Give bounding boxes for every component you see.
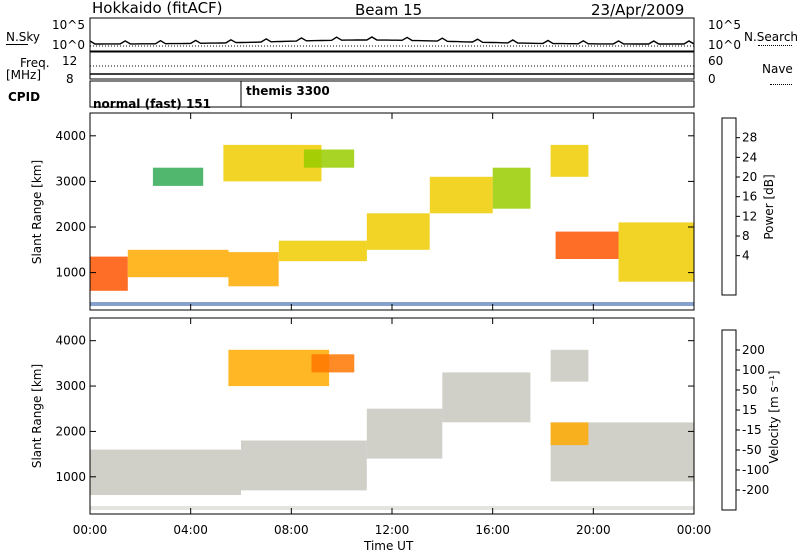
xtick-label: 12:00 <box>375 523 410 537</box>
nsky-trace <box>89 36 695 45</box>
nave-tick-top: 60 <box>708 54 724 68</box>
velocity-echo-band-9 <box>550 349 589 382</box>
velocity-colorbar-tick-label: 15 <box>742 403 757 417</box>
power-colorbar-tick-label: 20 <box>742 170 757 184</box>
power-colorbar-tick-label: 4 <box>742 249 750 263</box>
power-echo-band-6 <box>429 176 493 214</box>
nave-legend-line <box>770 84 792 85</box>
velocity-colorbar-frame <box>721 329 737 511</box>
velocity-ylabel: Slant Range [km] <box>30 363 44 469</box>
power-echo-band-12 <box>550 144 589 177</box>
xtick-label: 08:00 <box>274 523 309 537</box>
velocity-colorbar-tick-label: -50 <box>742 443 762 457</box>
power-echo-band-11 <box>303 149 355 168</box>
power-echo-band-13 <box>152 167 204 186</box>
power-colorbar-tick-label: 16 <box>742 190 757 204</box>
velocity-echo-band-6 <box>550 422 589 446</box>
velocity-ytick-label: 3000 <box>55 379 86 393</box>
velocity-echo-band-2 <box>241 440 367 491</box>
freq-unit: [MHz] <box>6 68 42 82</box>
velocity-ytick-label: 1000 <box>55 470 86 484</box>
power-echo-band-8 <box>555 231 619 259</box>
power-colorbar-tick-label: 12 <box>742 209 757 223</box>
power-colorbar-tick-label: 8 <box>742 229 750 243</box>
nsearch-tick-bottom: 10^0 <box>708 38 741 52</box>
power-colorbar-tick-label: 24 <box>742 150 757 164</box>
beam-title: Beam 15 <box>355 1 423 19</box>
nsearch-tick-top: 10^5 <box>708 18 741 32</box>
power-echo-band-3 <box>228 252 279 287</box>
velocity-colorbar-tick-label: 100 <box>742 363 765 377</box>
power-ytick-label: 4000 <box>55 129 86 143</box>
freq-tick-top: 12 <box>62 54 78 68</box>
nsearch-legend-line <box>758 45 792 46</box>
xtick-label: 16:00 <box>475 523 510 537</box>
nave-label: Nave <box>762 62 793 76</box>
nave-tick-bottom: 0 <box>708 72 716 86</box>
velocity-echo-band-8 <box>311 354 355 373</box>
nsky-tick-bottom: 10^0 <box>52 38 85 52</box>
freq-label: Freq. <box>20 56 50 70</box>
cpid-label: CPID <box>8 90 41 104</box>
velocity-colorbar-tick-label: -100 <box>742 463 769 477</box>
velocity-echo-band-4 <box>442 372 531 423</box>
power-ytick-label: 2000 <box>55 220 86 234</box>
velocity-colorbar-tick-label: -15 <box>742 423 762 437</box>
nsky-tick-top: 10^5 <box>52 18 85 32</box>
power-echo-band-4 <box>278 240 367 262</box>
velocity-colorbar-tick-label: -200 <box>742 483 769 497</box>
power-echo-band-1 <box>90 256 128 291</box>
nsearch-label: N.Search <box>744 30 799 44</box>
power-colorbar-tick-label: 28 <box>742 131 757 145</box>
power-echo-band-5 <box>366 213 430 250</box>
power-echo-band-7 <box>492 167 531 209</box>
velocity-colorbar-tick-label: 200 <box>742 343 765 357</box>
xtick-label: 00:00 <box>73 523 108 537</box>
power-ytick-label: 1000 <box>55 266 86 280</box>
nsky-legend-line <box>6 44 28 45</box>
power-ylabel: Slant Range [km] <box>30 159 44 265</box>
velocity-echo-band-3 <box>366 408 443 459</box>
xtick-label: 04:00 <box>173 523 208 537</box>
summary-box-3 <box>89 80 695 108</box>
power-echo-band-2 <box>127 249 229 278</box>
xaxis-title: Time UT <box>364 539 414 553</box>
nsky-label: N.Sky <box>6 30 41 44</box>
power-colorbar-label: Power [dB] <box>762 174 776 240</box>
freq-tick-bottom: 8 <box>66 72 74 86</box>
power-ytick-label: 3000 <box>55 174 86 188</box>
velocity-ytick-label: 4000 <box>55 334 86 348</box>
cpid-segment-2: themis 3300 <box>246 84 330 98</box>
power-colorbar-frame <box>721 117 737 296</box>
xtick-label: 00:00 <box>677 523 712 537</box>
date-title: 23/Apr/2009 <box>591 1 685 19</box>
station-title: Hokkaido (fitACF) <box>92 0 223 17</box>
velocity-colorbar-label: Velocity [m s⁻¹] <box>767 370 781 464</box>
velocity-echo-band-1 <box>90 449 241 495</box>
power-panel-bg <box>90 113 694 310</box>
velocity-ytick-label: 2000 <box>55 424 86 438</box>
summary-box-1 <box>89 17 695 52</box>
power-echo-band-9 <box>618 222 694 282</box>
velocity-colorbar-tick-label: 50 <box>742 383 757 397</box>
xtick-label: 20:00 <box>576 523 611 537</box>
